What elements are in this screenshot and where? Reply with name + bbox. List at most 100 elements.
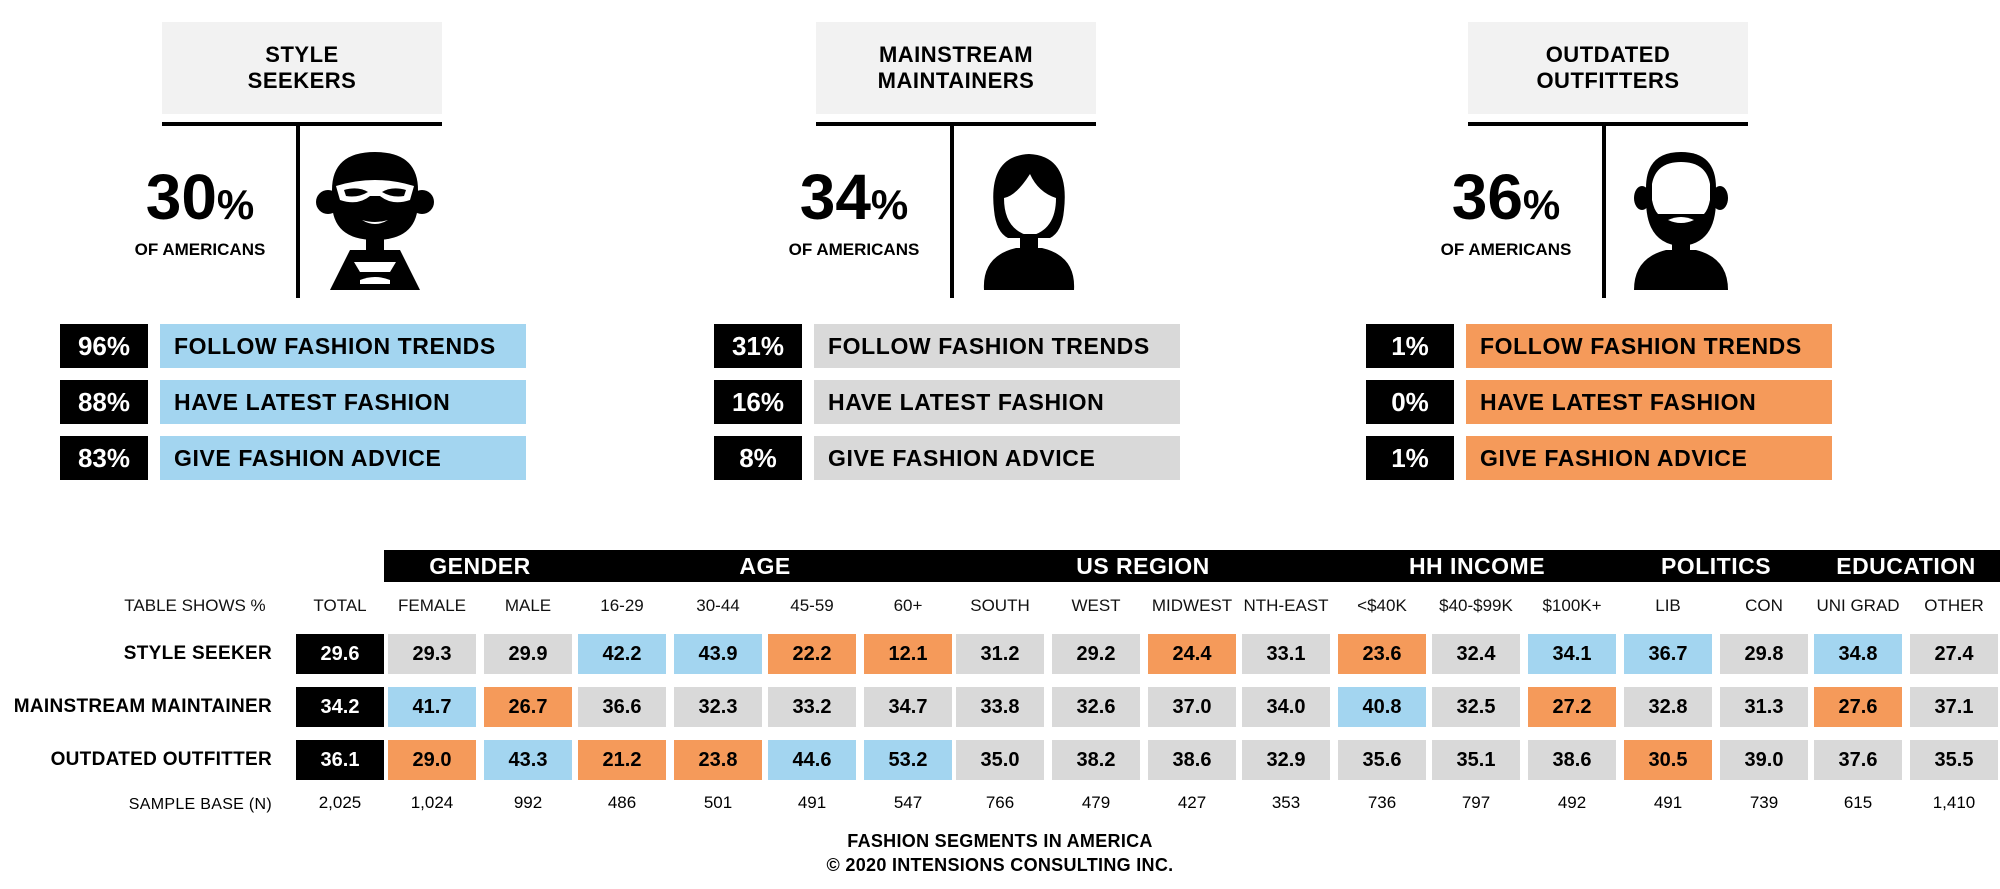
sample-base-value: 992 — [513, 793, 543, 812]
sample-base-value: 353 — [1271, 793, 1301, 812]
table-cell: 34.0 — [1242, 687, 1330, 727]
table-cell: 35.1 — [1432, 740, 1520, 780]
column-label: MALE — [504, 596, 552, 615]
stat-label: HAVE LATEST FASHION — [814, 380, 1180, 424]
column-label: <$40K — [1357, 596, 1407, 615]
table-cell: 35.5 — [1910, 740, 1998, 780]
sample-base-value: 1,024 — [410, 793, 454, 812]
sample-base-value: 1,410 — [1932, 793, 1976, 812]
column-label: WEST — [1071, 596, 1121, 615]
row-label: OUTDATED OUTFITTER — [50, 749, 272, 770]
segment-stat-row: 0% HAVE LATEST FASHION — [1366, 380, 1966, 424]
table-cell: 39.0 — [1720, 740, 1808, 780]
divider-vertical — [1602, 126, 1606, 298]
table-cell: 36.7 — [1624, 634, 1712, 674]
column-label: 60+ — [893, 596, 923, 615]
segment-share-value: 34 — [799, 161, 871, 233]
stat-label: HAVE LATEST FASHION — [160, 380, 526, 424]
divider-horizontal — [816, 122, 1096, 126]
table-cell: 29.6 — [296, 634, 384, 674]
table-cell: 27.6 — [1814, 687, 1902, 727]
column-label: UNI GRAD — [1816, 596, 1900, 615]
sample-base-label: SAMPLE BASE (N) — [128, 796, 272, 813]
segment-share-value: 30 — [145, 161, 217, 233]
segment-panel: MAINSTREAM MAINTAINERS 34% OF AMERICANS 31%… — [714, 0, 1314, 500]
segment-stat-row: 83% GIVE FASHION ADVICE — [60, 436, 660, 480]
percent-sign: % — [1522, 181, 1561, 228]
stat-label: HAVE LATEST FASHION — [1466, 380, 1832, 424]
table-cell: 31.3 — [1720, 687, 1808, 727]
table-cell: 32.8 — [1624, 687, 1712, 727]
group-header: HH INCOME — [1334, 550, 1620, 582]
segment-share: 36% — [1416, 162, 1596, 240]
table-cell: 32.4 — [1432, 634, 1520, 674]
table-cell: 37.6 — [1814, 740, 1902, 780]
segment-share-value: 36 — [1451, 161, 1523, 233]
stat-label: FOLLOW FASHION TRENDS — [1466, 324, 1832, 368]
segment-stat-row: 8% GIVE FASHION ADVICE — [714, 436, 1314, 480]
table-cell: 23.6 — [1338, 634, 1426, 674]
group-header: POLITICS — [1620, 550, 1812, 582]
bald-bearded-man-avatar-icon — [1616, 140, 1746, 290]
sample-base-value: 547 — [893, 793, 923, 812]
table-cell: 36.1 — [296, 740, 384, 780]
column-label: CON — [1745, 596, 1783, 615]
segment-panel: OUTDATED OUTFITTERS 36% OF AMERICANS 1% FOLL… — [1366, 0, 1966, 500]
table-cell: 37.0 — [1148, 687, 1236, 727]
sample-base-value: 491 — [797, 793, 827, 812]
row-label: MAINSTREAM MAINTAINER — [13, 696, 272, 717]
style-seeker-avatar-icon — [310, 140, 440, 290]
stat-value: 31% — [714, 324, 802, 368]
percent-sign: % — [870, 181, 909, 228]
sample-base-value: 736 — [1367, 793, 1397, 812]
sample-base-value: 2,025 — [318, 793, 362, 812]
divider-vertical — [950, 126, 954, 298]
divider-horizontal — [1468, 122, 1748, 126]
segment-share-caption: OF AMERICANS — [788, 240, 920, 259]
table-cell: 32.5 — [1432, 687, 1520, 727]
stat-value: 1% — [1366, 436, 1454, 480]
segment-share-caption: OF AMERICANS — [1440, 240, 1572, 259]
stat-value: 96% — [60, 324, 148, 368]
sample-base-value: 427 — [1177, 793, 1207, 812]
table-cell: 32.3 — [674, 687, 762, 727]
percent-sign: % — [216, 181, 255, 228]
column-label: NTH-EAST — [1243, 596, 1329, 615]
table-cell: 33.1 — [1242, 634, 1330, 674]
table-cell: 38.6 — [1528, 740, 1616, 780]
table-cell: 43.9 — [674, 634, 762, 674]
segment-share: 30% — [110, 162, 290, 240]
table-cell: 27.2 — [1528, 687, 1616, 727]
column-label: LIB — [1655, 596, 1681, 615]
table-cell: 31.2 — [956, 634, 1044, 674]
sample-base-value: 615 — [1843, 793, 1873, 812]
stat-label: GIVE FASHION ADVICE — [1466, 436, 1832, 480]
stat-label: GIVE FASHION ADVICE — [814, 436, 1180, 480]
stat-label: FOLLOW FASHION TRENDS — [814, 324, 1180, 368]
sample-base-value: 479 — [1081, 793, 1111, 812]
table-cell: 32.6 — [1052, 687, 1140, 727]
table-cell: 29.9 — [484, 634, 572, 674]
row-label: STYLE SEEKER — [123, 643, 272, 664]
table-cell: 34.8 — [1814, 634, 1902, 674]
segment-title: STYLE SEEKERS — [162, 22, 442, 114]
table-cell: 29.8 — [1720, 634, 1808, 674]
footer-title: FASHION SEGMENTS IN AMERICA — [847, 831, 1153, 851]
table-cell: 32.9 — [1242, 740, 1330, 780]
column-label: $100K+ — [1542, 596, 1602, 615]
table-cell: 38.6 — [1148, 740, 1236, 780]
sample-base-value: 491 — [1653, 793, 1683, 812]
sample-base-value: 501 — [703, 793, 733, 812]
segment-title: OUTDATED OUTFITTERS — [1468, 22, 1748, 114]
stat-value: 16% — [714, 380, 802, 424]
table-cell: 30.5 — [1624, 740, 1712, 780]
table-cell: 29.0 — [388, 740, 476, 780]
table-cell: 26.7 — [484, 687, 572, 727]
column-label: SOUTH — [970, 596, 1030, 615]
table-cell: 37.1 — [1910, 687, 1998, 727]
segment-stat-row: 31% FOLLOW FASHION TRENDS — [714, 324, 1314, 368]
table-cell: 38.2 — [1052, 740, 1140, 780]
stat-value: 8% — [714, 436, 802, 480]
table-cell: 33.8 — [956, 687, 1044, 727]
segment-stat-row: 88% HAVE LATEST FASHION — [60, 380, 660, 424]
